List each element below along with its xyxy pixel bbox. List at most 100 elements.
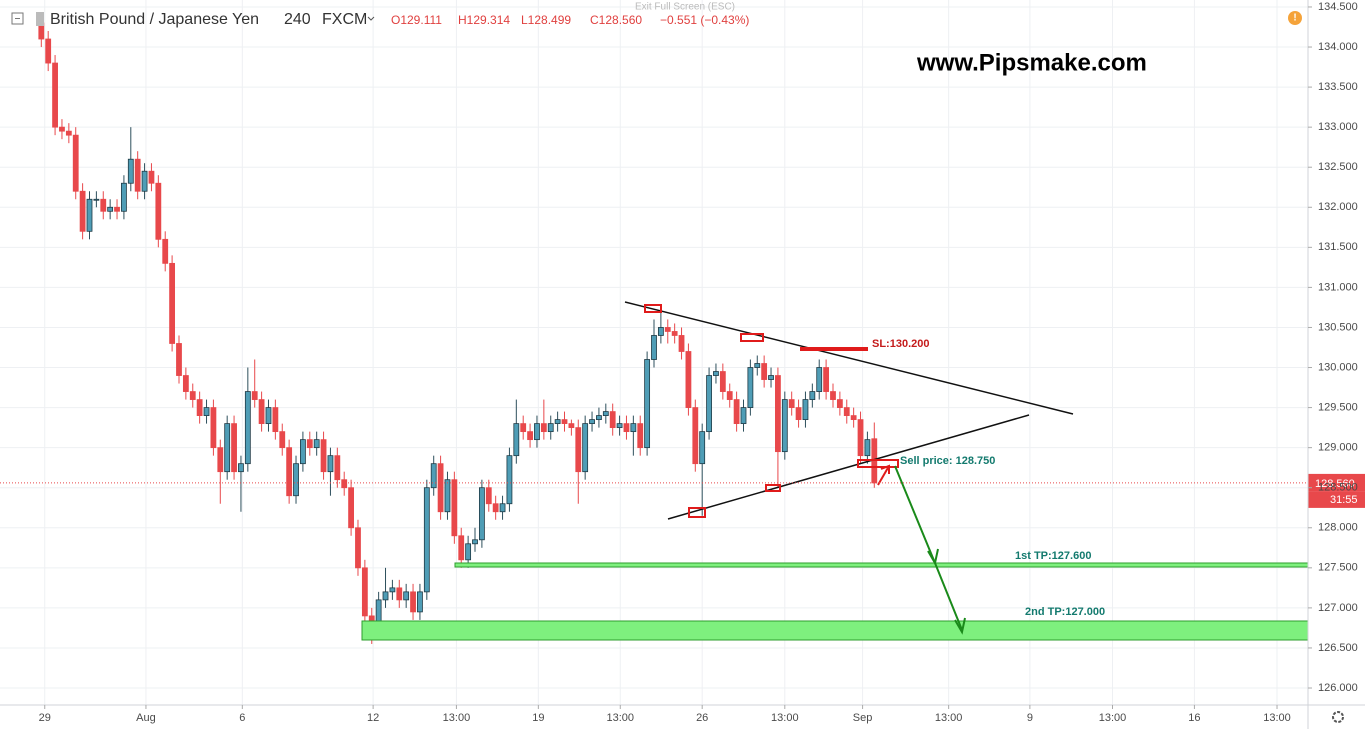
candle-body — [499, 503, 506, 513]
candle-body — [602, 411, 609, 416]
candle-body — [836, 399, 843, 408]
candle-body — [396, 587, 403, 601]
candle-body — [251, 391, 258, 400]
candle-body — [809, 391, 816, 400]
candle-body — [609, 411, 616, 429]
quote-high: H129.314 — [458, 13, 510, 27]
candle-body — [182, 375, 189, 392]
quote-low: L128.499 — [521, 13, 571, 27]
candle-body — [678, 335, 685, 352]
candle-body — [348, 487, 354, 529]
candle-body — [630, 423, 637, 433]
red-arrow-head — [880, 464, 890, 474]
candle-body — [795, 407, 802, 421]
candle-body — [478, 487, 485, 541]
candle-body — [623, 423, 630, 433]
x-tick-label: 13:00 — [607, 712, 635, 724]
candle-body — [355, 527, 361, 569]
candle-body — [596, 415, 602, 421]
candle-body — [850, 415, 857, 421]
candle-body — [114, 206, 120, 212]
candle-body — [465, 543, 472, 561]
candle-body — [857, 419, 864, 457]
symbol-title[interactable]: British Pound / Japanese Yen — [50, 11, 259, 28]
candle-body — [403, 591, 410, 601]
y-tick-label: 129.500 — [1318, 401, 1358, 413]
candle-body — [740, 407, 747, 425]
candle-body — [306, 439, 313, 449]
candle-body — [726, 391, 733, 400]
candle-body — [224, 423, 231, 473]
alert-icon[interactable] — [1288, 11, 1302, 25]
x-tick-label: 13:00 — [771, 712, 799, 724]
candle-body — [121, 182, 127, 212]
candle-body — [258, 399, 265, 425]
candle-body — [300, 439, 306, 465]
pivot-box — [740, 333, 764, 342]
y-tick-label: 132.000 — [1318, 201, 1358, 213]
settings-icon[interactable] — [1332, 711, 1344, 723]
candle-body — [561, 419, 568, 425]
y-tick-label: 133.500 — [1318, 81, 1358, 93]
candle-body — [540, 423, 547, 433]
candle-body — [244, 391, 251, 465]
candle-body — [293, 463, 299, 497]
pivot-box — [765, 484, 781, 492]
candle-body — [458, 535, 465, 561]
candle-body — [527, 431, 533, 441]
candle-body — [651, 335, 657, 360]
candle-body — [361, 567, 368, 617]
candle-body — [637, 423, 644, 449]
dropdown-chevron[interactable] — [367, 16, 375, 21]
tp2-label: 2nd TP:127.000 — [1025, 606, 1105, 618]
candle-body — [210, 407, 217, 449]
candle-body — [59, 126, 65, 132]
candle-body — [155, 182, 162, 240]
x-tick-label: 16 — [1188, 712, 1200, 724]
candle-body — [843, 407, 850, 416]
candle-body — [52, 62, 58, 128]
candle-body — [451, 479, 458, 537]
candle-body — [286, 447, 293, 497]
pivot-box — [688, 507, 706, 518]
tp1-zone — [454, 562, 1309, 568]
symbol-icon — [36, 12, 44, 26]
candle-body — [768, 375, 774, 380]
quote-change: −0.551 (−0.43%) — [660, 13, 749, 27]
candle-body — [444, 479, 451, 513]
candle-body — [127, 158, 134, 184]
candle-body — [644, 359, 651, 449]
watermark: www.Pipsmake.com — [916, 49, 1147, 76]
candles — [38, 14, 878, 644]
y-tick-label: 130.000 — [1318, 361, 1358, 373]
candle-body — [472, 539, 478, 545]
overlay: 128.560 31:55 — [0, 473, 1365, 508]
candle-body — [589, 419, 595, 425]
candle-body — [162, 238, 169, 264]
y-tick-label: 129.000 — [1318, 442, 1358, 454]
tp1-label: 1st TP:127.600 — [1015, 550, 1091, 562]
collapse-icon[interactable] — [11, 12, 24, 25]
y-tick-label: 126.500 — [1318, 642, 1358, 654]
green-arrow-head — [927, 548, 966, 635]
x-tick-label: 12 — [367, 712, 379, 724]
candle-body — [334, 455, 341, 481]
candle-body — [45, 38, 52, 64]
interval[interactable]: 240 — [284, 11, 311, 28]
quote-open: O129.111 — [391, 13, 442, 27]
candle-body — [513, 423, 520, 457]
candle-body — [699, 431, 706, 465]
candle-body — [692, 407, 699, 465]
candle-body — [327, 455, 334, 473]
x-tick-label: 13:00 — [443, 712, 471, 724]
candle-body — [279, 431, 286, 449]
candle-body — [176, 343, 182, 376]
candle-body — [107, 206, 114, 212]
candle-body — [148, 170, 155, 184]
exit-fullscreen[interactable]: Exit Full Screen (ESC) — [635, 2, 735, 13]
candle-body — [430, 463, 437, 489]
candle-body — [706, 375, 712, 433]
candle-body — [761, 363, 768, 380]
y-tick-label: 133.000 — [1318, 121, 1358, 133]
